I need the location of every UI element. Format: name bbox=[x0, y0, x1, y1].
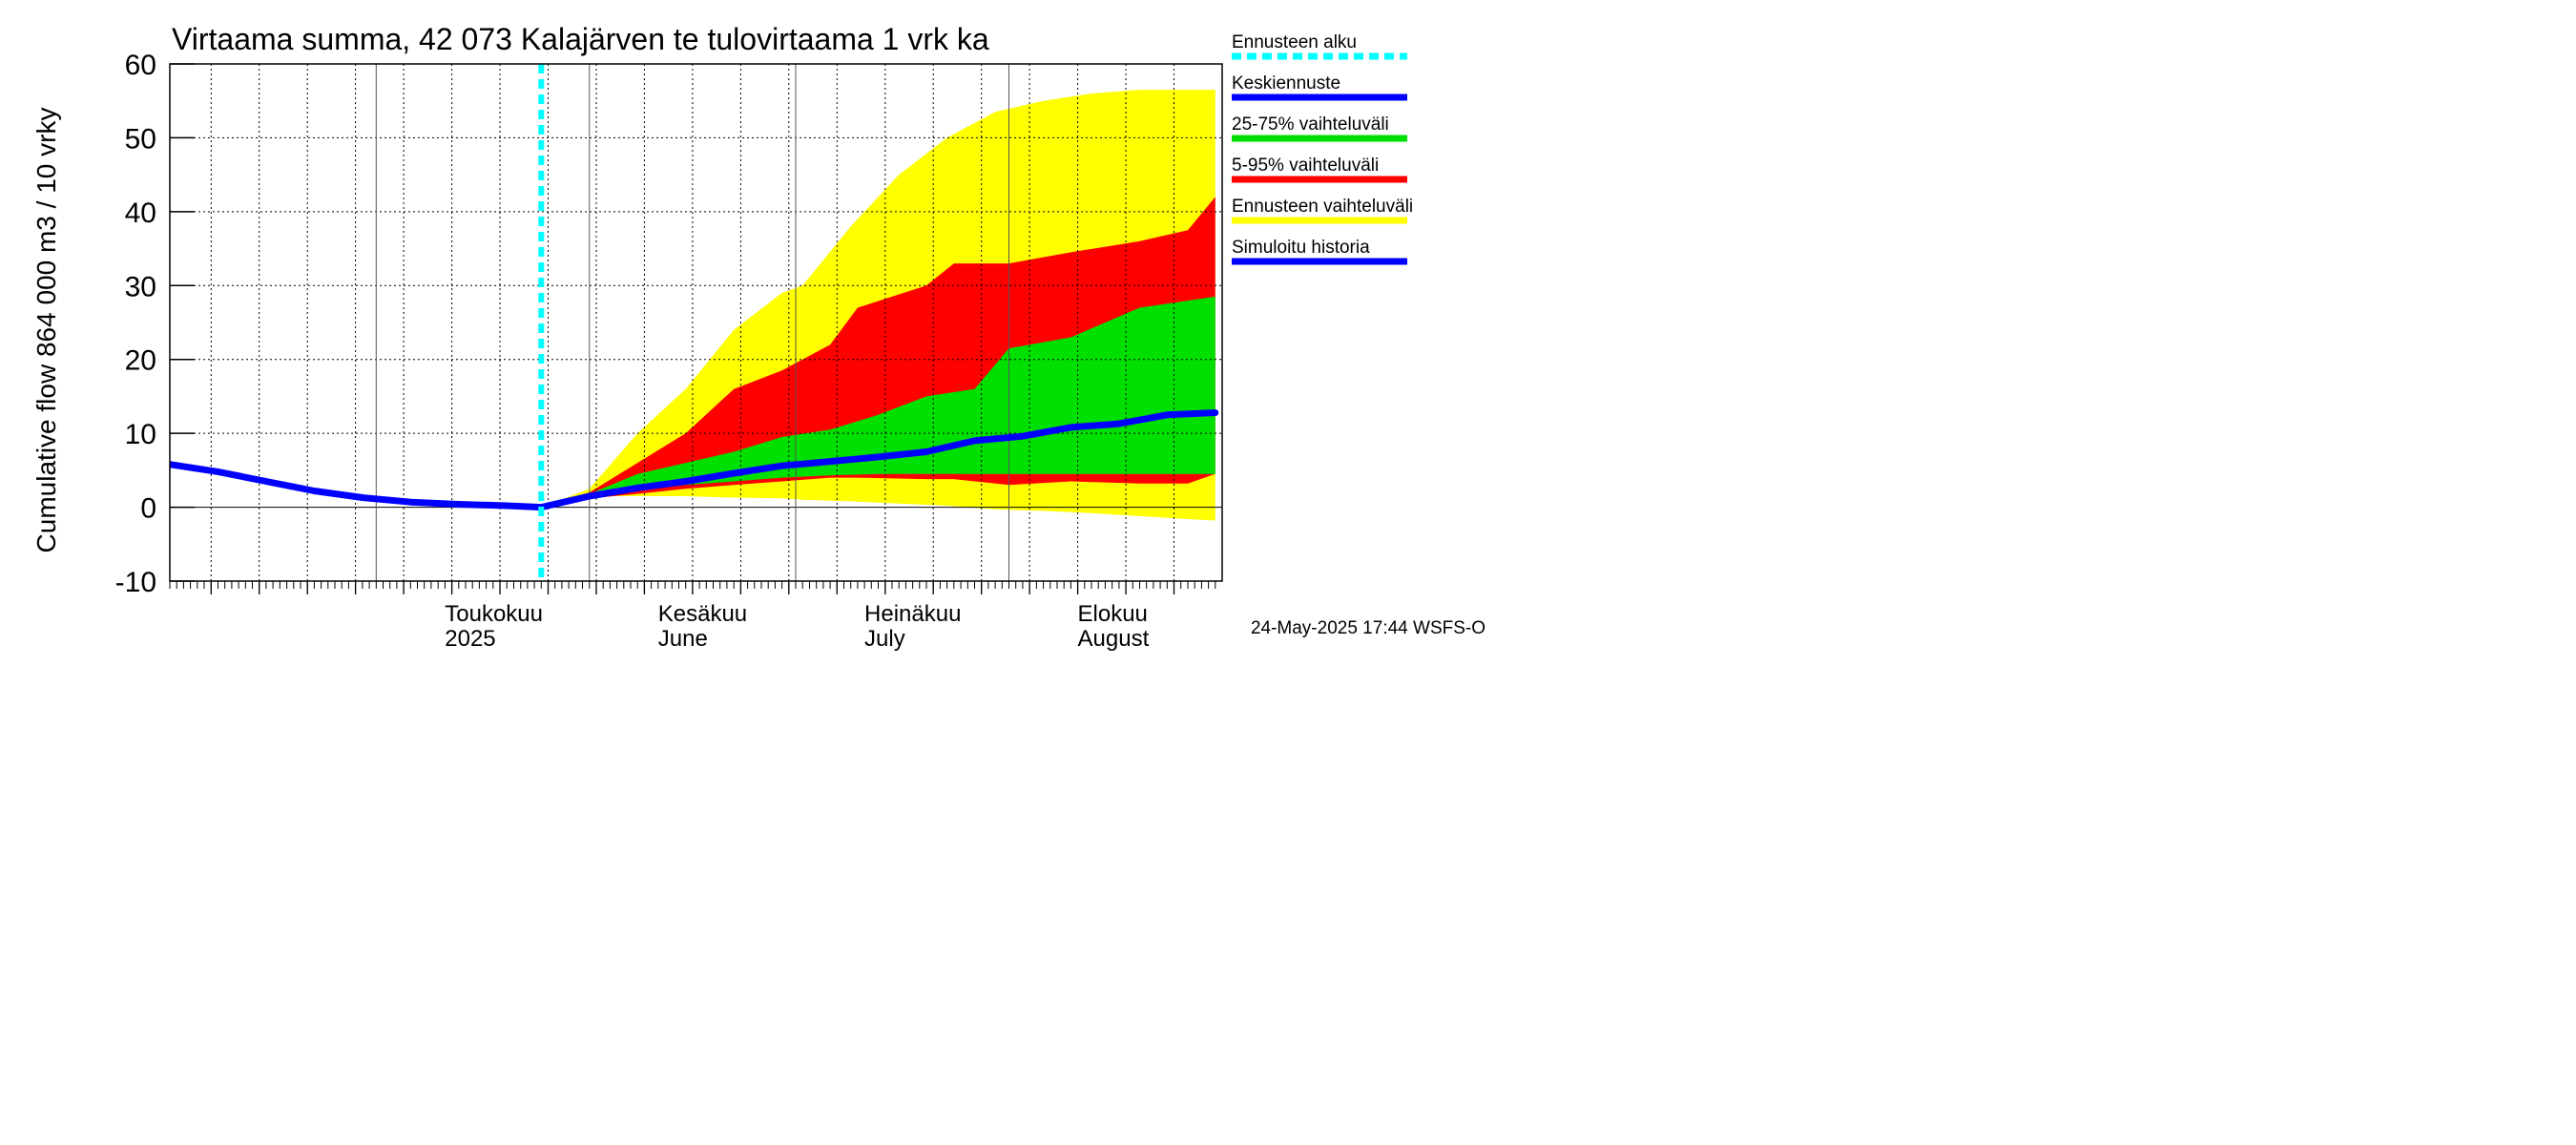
chart-title: Virtaama summa, 42 073 Kalajärven te tul… bbox=[172, 22, 989, 56]
y-tick-label: 30 bbox=[125, 271, 156, 302]
month-label-en: June bbox=[658, 626, 708, 652]
y-axis-label: Cumulative flow 864 000 m3 / 10 vrky bbox=[31, 108, 61, 553]
month-label: Toukokuu bbox=[445, 601, 543, 627]
legend-label: Keskiennuste bbox=[1232, 73, 1340, 94]
axes-frame bbox=[169, 63, 1223, 582]
month-label-en: August bbox=[1078, 626, 1150, 652]
line-simuloitu-historia bbox=[170, 461, 545, 511]
line-keskiennuste bbox=[537, 409, 1219, 511]
y-tick-label: 40 bbox=[125, 198, 156, 229]
legend-label: 25-75% vaihteluväli bbox=[1232, 114, 1389, 135]
y-tick-label: -10 bbox=[115, 567, 156, 598]
y-tick-label: 50 bbox=[125, 123, 156, 155]
chart: Virtaama summa, 42 073 Kalajärven te tul… bbox=[31, 22, 1485, 652]
month-label: Kesäkuu bbox=[658, 601, 747, 627]
legend-label: Ennusteen alku bbox=[1232, 32, 1357, 52]
month-label: Elokuu bbox=[1078, 601, 1148, 627]
month-label-en: 2025 bbox=[445, 626, 495, 652]
legend-label: 5-95% vaihteluväli bbox=[1232, 156, 1379, 176]
legend-label: Simuloitu historia bbox=[1232, 238, 1370, 258]
grid bbox=[169, 64, 1222, 581]
y-tick-label: 20 bbox=[125, 345, 156, 377]
legend-label: Ennusteen vaihteluväli bbox=[1232, 197, 1413, 217]
y-tick-label: 0 bbox=[140, 493, 156, 525]
month-label: Heinäkuu bbox=[864, 601, 961, 627]
footer-timestamp: 24-May-2025 17:44 WSFS-O bbox=[1251, 618, 1485, 638]
y-tick-label: 60 bbox=[125, 50, 156, 81]
band-25-75-vaihteluv-li bbox=[541, 296, 1215, 508]
legend: Ennusteen alku Keskiennuste 25-75% vaihtel… bbox=[1232, 32, 1413, 265]
y-tick-label: 10 bbox=[125, 419, 156, 450]
month-label-en: July bbox=[864, 626, 905, 652]
